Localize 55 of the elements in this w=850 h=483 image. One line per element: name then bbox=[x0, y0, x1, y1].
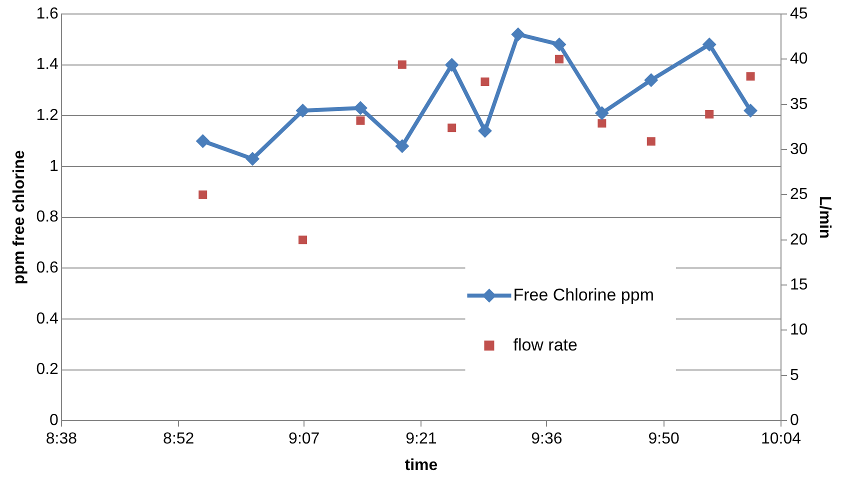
point bbox=[594, 106, 609, 120]
point bbox=[246, 152, 260, 166]
point bbox=[552, 37, 566, 52]
point bbox=[555, 54, 564, 64]
y2-tick-label: 35 bbox=[790, 96, 808, 113]
legend-label: Free Chlorine ppm bbox=[513, 285, 654, 304]
y2-axis-title: L/min bbox=[816, 196, 833, 239]
y2-tick-label: 45 bbox=[790, 5, 808, 22]
y2-tick-label: 20 bbox=[790, 231, 808, 248]
point bbox=[480, 78, 490, 86]
y-tick-label: 1.6 bbox=[36, 5, 59, 22]
point bbox=[746, 72, 755, 81]
point bbox=[298, 236, 307, 244]
point bbox=[444, 58, 459, 72]
y2-tick-label: 10 bbox=[790, 322, 808, 339]
legend-label: flow rate bbox=[513, 335, 578, 354]
y2-tick-label: 0 bbox=[790, 412, 800, 430]
point bbox=[395, 139, 410, 154]
point bbox=[511, 27, 526, 42]
point bbox=[196, 134, 210, 148]
point bbox=[448, 124, 456, 132]
x-tick-label: 8:38 bbox=[46, 430, 78, 448]
y2-tick-label: 5 bbox=[790, 366, 800, 384]
y2-tick-label: 15 bbox=[790, 276, 808, 294]
point bbox=[598, 119, 606, 128]
point bbox=[644, 73, 658, 88]
x-tick-label: 8:52 bbox=[163, 430, 194, 448]
y-tick-label: 0.4 bbox=[36, 310, 59, 328]
y-tick-label: 0.6 bbox=[36, 260, 59, 277]
x-tick-label: 10:04 bbox=[760, 430, 802, 448]
y2-tick-label: 25 bbox=[790, 186, 808, 204]
y-tick-label: 1 bbox=[50, 158, 59, 175]
point bbox=[646, 137, 656, 146]
y-tick-label: 1.4 bbox=[36, 56, 59, 74]
point bbox=[398, 60, 406, 69]
y-tick-label: 0 bbox=[50, 412, 59, 430]
point bbox=[478, 124, 492, 138]
y-tick-label: 0.2 bbox=[36, 361, 59, 378]
point bbox=[296, 104, 310, 118]
point bbox=[198, 190, 208, 199]
x-tick-label: 9:21 bbox=[406, 430, 437, 448]
x-tick-label: 9:36 bbox=[531, 430, 562, 448]
point bbox=[356, 116, 365, 125]
point bbox=[744, 104, 758, 118]
y2-tick-label: 40 bbox=[790, 50, 808, 68]
x-tick-label: 9:50 bbox=[648, 430, 680, 448]
point bbox=[702, 37, 716, 52]
point bbox=[353, 101, 368, 116]
y-axis-title: ppm free chlorine bbox=[11, 150, 28, 284]
y2-tick-label: 30 bbox=[790, 140, 808, 158]
x-axis-title: time bbox=[404, 456, 438, 474]
x-tick-label: 9:07 bbox=[288, 430, 320, 448]
point bbox=[705, 110, 714, 119]
y-tick-label: 0.8 bbox=[36, 208, 59, 226]
y-tick-label: 1.2 bbox=[36, 107, 59, 124]
